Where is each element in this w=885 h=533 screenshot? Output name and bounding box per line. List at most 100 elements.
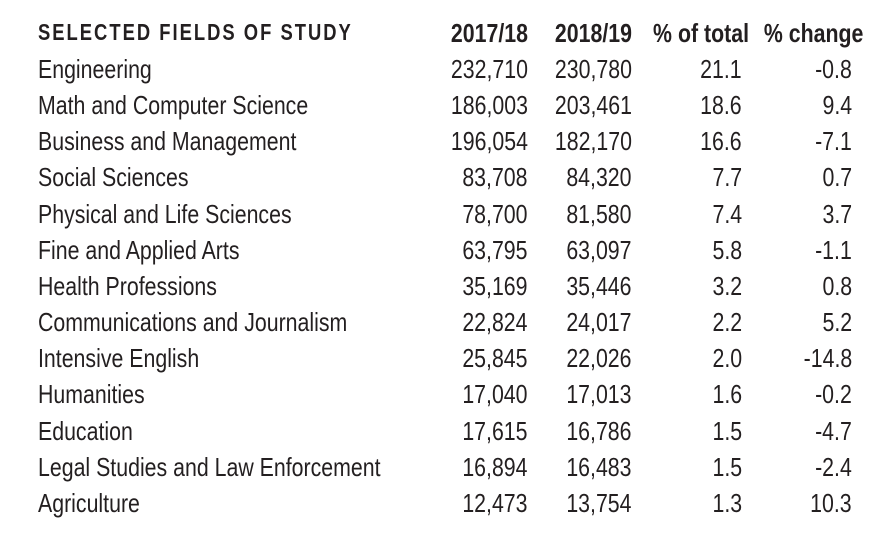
header-cell-2018-19: 2018/19 — [528, 20, 632, 47]
value-2017-18-cell: 196,054 — [418, 128, 528, 155]
pct-of-total: 2.2 — [712, 307, 742, 338]
pct-change-cell: 9.4 — [742, 92, 852, 119]
table-row: Communications and Journalism 22,824 24,… — [38, 305, 852, 341]
value-2017-18: 17,615 — [462, 415, 528, 446]
value-2018-19-cell: 182,170 — [528, 128, 632, 155]
value-2018-19: 230,780 — [554, 53, 632, 84]
value-2017-18-cell: 63,795 — [418, 237, 528, 264]
header-cell-2017-18: 2017/18 — [418, 20, 528, 47]
value-2017-18: 12,473 — [462, 488, 528, 519]
value-2018-19-cell: 17,013 — [528, 381, 632, 408]
pct-change-cell: -14.8 — [742, 345, 852, 372]
value-2018-19: 203,461 — [554, 89, 632, 120]
pct-change: 5.2 — [822, 307, 852, 338]
field-name: Physical and Life Sciences — [38, 198, 292, 229]
field-name: Math and Computer Science — [38, 89, 309, 120]
value-2018-19-cell: 81,580 — [528, 201, 632, 228]
field-name: Health Professions — [38, 270, 217, 301]
pct-of-total-cell: 7.7 — [632, 164, 742, 191]
value-2017-18-cell: 16,894 — [418, 454, 528, 481]
pct-of-total-cell: 1.5 — [632, 454, 742, 481]
value-2017-18-cell: 232,710 — [418, 56, 528, 83]
value-2017-18-cell: 25,845 — [418, 345, 528, 372]
table-header-row: SELECTED FIELDS OF STUDY 2017/18 2018/19… — [38, 15, 863, 51]
value-2017-18-cell: 17,040 — [418, 381, 528, 408]
field-name-cell: Fine and Applied Arts — [38, 237, 418, 264]
pct-change-cell: -0.8 — [742, 56, 852, 83]
pct-of-total: 1.6 — [712, 379, 742, 410]
field-name-cell: Humanities — [38, 381, 418, 408]
field-name-cell: Agriculture — [38, 490, 418, 517]
table-row: Health Professions 35,169 35,446 3.2 0.8 — [38, 268, 852, 304]
value-2017-18-cell: 35,169 — [418, 273, 528, 300]
pct-change: -2.4 — [815, 451, 852, 482]
pct-of-total: 3.2 — [712, 270, 742, 301]
pct-of-total-cell: 21.1 — [632, 56, 742, 83]
value-2018-19: 16,786 — [566, 415, 632, 446]
value-2018-19-cell: 203,461 — [528, 92, 632, 119]
pct-of-total-cell: 2.0 — [632, 345, 742, 372]
value-2017-18-cell: 12,473 — [418, 490, 528, 517]
pct-of-total: 7.7 — [712, 162, 742, 193]
pct-change-cell: -7.1 — [742, 128, 852, 155]
pct-of-total-cell: 5.8 — [632, 237, 742, 264]
header-cell-fields: SELECTED FIELDS OF STUDY — [38, 21, 418, 45]
pct-change-cell: 10.3 — [742, 490, 852, 517]
value-2018-19: 16,483 — [566, 451, 632, 482]
field-name: Engineering — [38, 53, 152, 84]
field-name: Social Sciences — [38, 162, 189, 193]
pct-change-cell: 5.2 — [742, 309, 852, 336]
pct-change-cell: -1.1 — [742, 237, 852, 264]
value-2018-19-cell: 230,780 — [528, 56, 632, 83]
value-2018-19-cell: 16,786 — [528, 418, 632, 445]
column-header-pct-change: % change — [763, 17, 864, 48]
pct-of-total-cell: 1.3 — [632, 490, 742, 517]
value-2017-18: 83,708 — [462, 162, 528, 193]
table-row: Physical and Life Sciences 78,700 81,580… — [38, 196, 852, 232]
table-row: Humanities 17,040 17,013 1.6 -0.2 — [38, 377, 852, 413]
pct-change-cell: -2.4 — [742, 454, 852, 481]
pct-of-total: 21.1 — [700, 53, 742, 84]
pct-of-total: 1.5 — [712, 451, 742, 482]
pct-change-cell: 0.8 — [742, 273, 852, 300]
pct-change: -7.1 — [815, 126, 852, 157]
field-name: Intensive English — [38, 343, 200, 374]
value-2017-18: 17,040 — [462, 379, 528, 410]
pct-of-total: 2.0 — [712, 343, 742, 374]
value-2017-18-cell: 17,615 — [418, 418, 528, 445]
value-2017-18: 186,003 — [450, 89, 528, 120]
field-name-cell: Math and Computer Science — [38, 92, 418, 119]
pct-change-cell: 0.7 — [742, 164, 852, 191]
field-name: Fine and Applied Arts — [38, 234, 240, 265]
table-row: Social Sciences 83,708 84,320 7.7 0.7 — [38, 160, 852, 196]
value-2018-19-cell: 63,097 — [528, 237, 632, 264]
value-2017-18-cell: 186,003 — [418, 92, 528, 119]
value-2018-19-cell: 13,754 — [528, 490, 632, 517]
field-name: Humanities — [38, 379, 145, 410]
pct-of-total-cell: 7.4 — [632, 201, 742, 228]
field-name: Legal Studies and Law Enforcement — [38, 451, 381, 482]
pct-of-total-cell: 1.6 — [632, 381, 742, 408]
value-2018-19: 13,754 — [566, 488, 632, 519]
field-name-cell: Business and Management — [38, 128, 418, 155]
field-name-cell: Legal Studies and Law Enforcement — [38, 454, 418, 481]
value-2018-19-cell: 84,320 — [528, 164, 632, 191]
header-cell-pct-of-total: % of total — [632, 20, 749, 47]
value-2017-18: 35,169 — [462, 270, 528, 301]
table-row: Education 17,615 16,786 1.5 -4.7 — [38, 413, 852, 449]
field-name: Agriculture — [38, 488, 140, 519]
pct-of-total: 5.8 — [712, 234, 742, 265]
field-name-cell: Education — [38, 418, 418, 445]
pct-of-total-cell: 2.2 — [632, 309, 742, 336]
pct-change: 0.7 — [822, 162, 852, 193]
value-2017-18-cell: 22,824 — [418, 309, 528, 336]
field-name-cell: Engineering — [38, 56, 418, 83]
value-2017-18-cell: 78,700 — [418, 201, 528, 228]
pct-of-total-cell: 18.6 — [632, 92, 742, 119]
value-2017-18: 196,054 — [450, 126, 528, 157]
pct-of-total: 1.5 — [712, 415, 742, 446]
fields-of-study-table: SELECTED FIELDS OF STUDY 2017/18 2018/19… — [38, 15, 863, 517]
table-row: Engineering 232,710 230,780 21.1 -0.8 — [38, 51, 852, 87]
column-header-2017-18: 2017/18 — [450, 17, 528, 48]
